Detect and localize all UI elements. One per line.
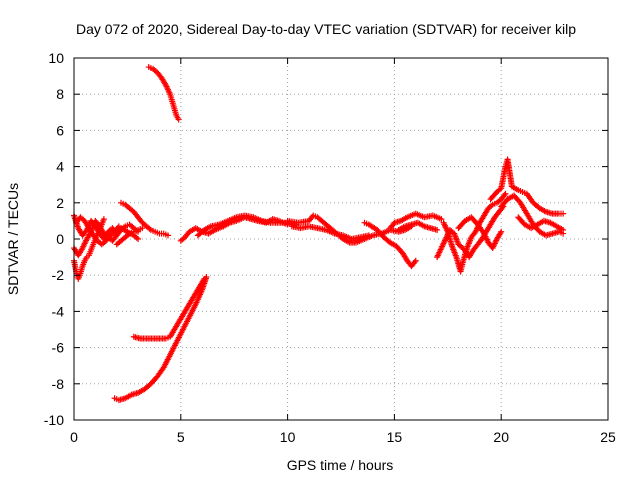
chart-title: Day 072 of 2020, Sidereal Day-to-day VTE…	[76, 21, 576, 37]
y-tick-label: -2	[52, 267, 65, 283]
y-tick-label: -4	[52, 303, 65, 319]
x-tick-label: 0	[70, 429, 78, 445]
data-point-arc-21h-23h	[560, 226, 567, 233]
data-point-arc-14h-17h	[438, 216, 445, 223]
data-point-arc-early-4	[115, 223, 122, 230]
y-axis-label: SDTVAR / TECUs	[5, 183, 21, 295]
data-point-arc-17h-20h-b	[502, 190, 509, 197]
data-point-arc-high	[175, 116, 182, 123]
y-tick-label: 0	[56, 231, 64, 247]
data-point-arc-early-3	[100, 216, 107, 223]
data-point-arc-19h-23h	[560, 210, 567, 217]
x-tick-label: 10	[280, 429, 296, 445]
axis-ticks: 0 5 10 15 20 25 -10 -8 -6 -4 -2 0 2 4 6 8 10	[44, 50, 616, 445]
data-point-arc-low-2	[201, 275, 208, 282]
data-point-arc-2h-3h-low	[139, 225, 146, 232]
data-point-arc-13h-16h	[412, 257, 419, 264]
grid-lines	[74, 58, 608, 420]
x-tick-label: 25	[600, 429, 616, 445]
y-tick-label: 10	[48, 50, 64, 66]
data-point-arc-18h-20h	[498, 228, 505, 235]
x-axis-label: GPS time / hours	[287, 457, 394, 473]
x-tick-label: 15	[387, 429, 403, 445]
data-points	[71, 64, 567, 404]
data-point-arc-13h-16h	[411, 259, 418, 266]
data-point-arc-15h-17h	[434, 226, 441, 233]
data-point-arc-early-1	[135, 236, 142, 242]
y-tick-label: -6	[52, 340, 65, 356]
x-tick-label: 20	[493, 429, 509, 445]
y-tick-label: 2	[56, 195, 64, 211]
y-tick-label: -10	[44, 412, 64, 428]
y-tick-label: -8	[52, 376, 65, 392]
data-point-arc-2h-4h	[164, 232, 171, 239]
data-point-arc-early-4	[114, 224, 121, 231]
y-tick-label: 6	[56, 122, 64, 138]
y-tick-label: 4	[56, 159, 64, 175]
data-point-arc-10h-13h	[365, 232, 372, 239]
y-tick-label: 8	[56, 86, 64, 102]
data-point-arc-17h-20h-b	[501, 192, 508, 199]
x-tick-label: 5	[177, 429, 185, 445]
